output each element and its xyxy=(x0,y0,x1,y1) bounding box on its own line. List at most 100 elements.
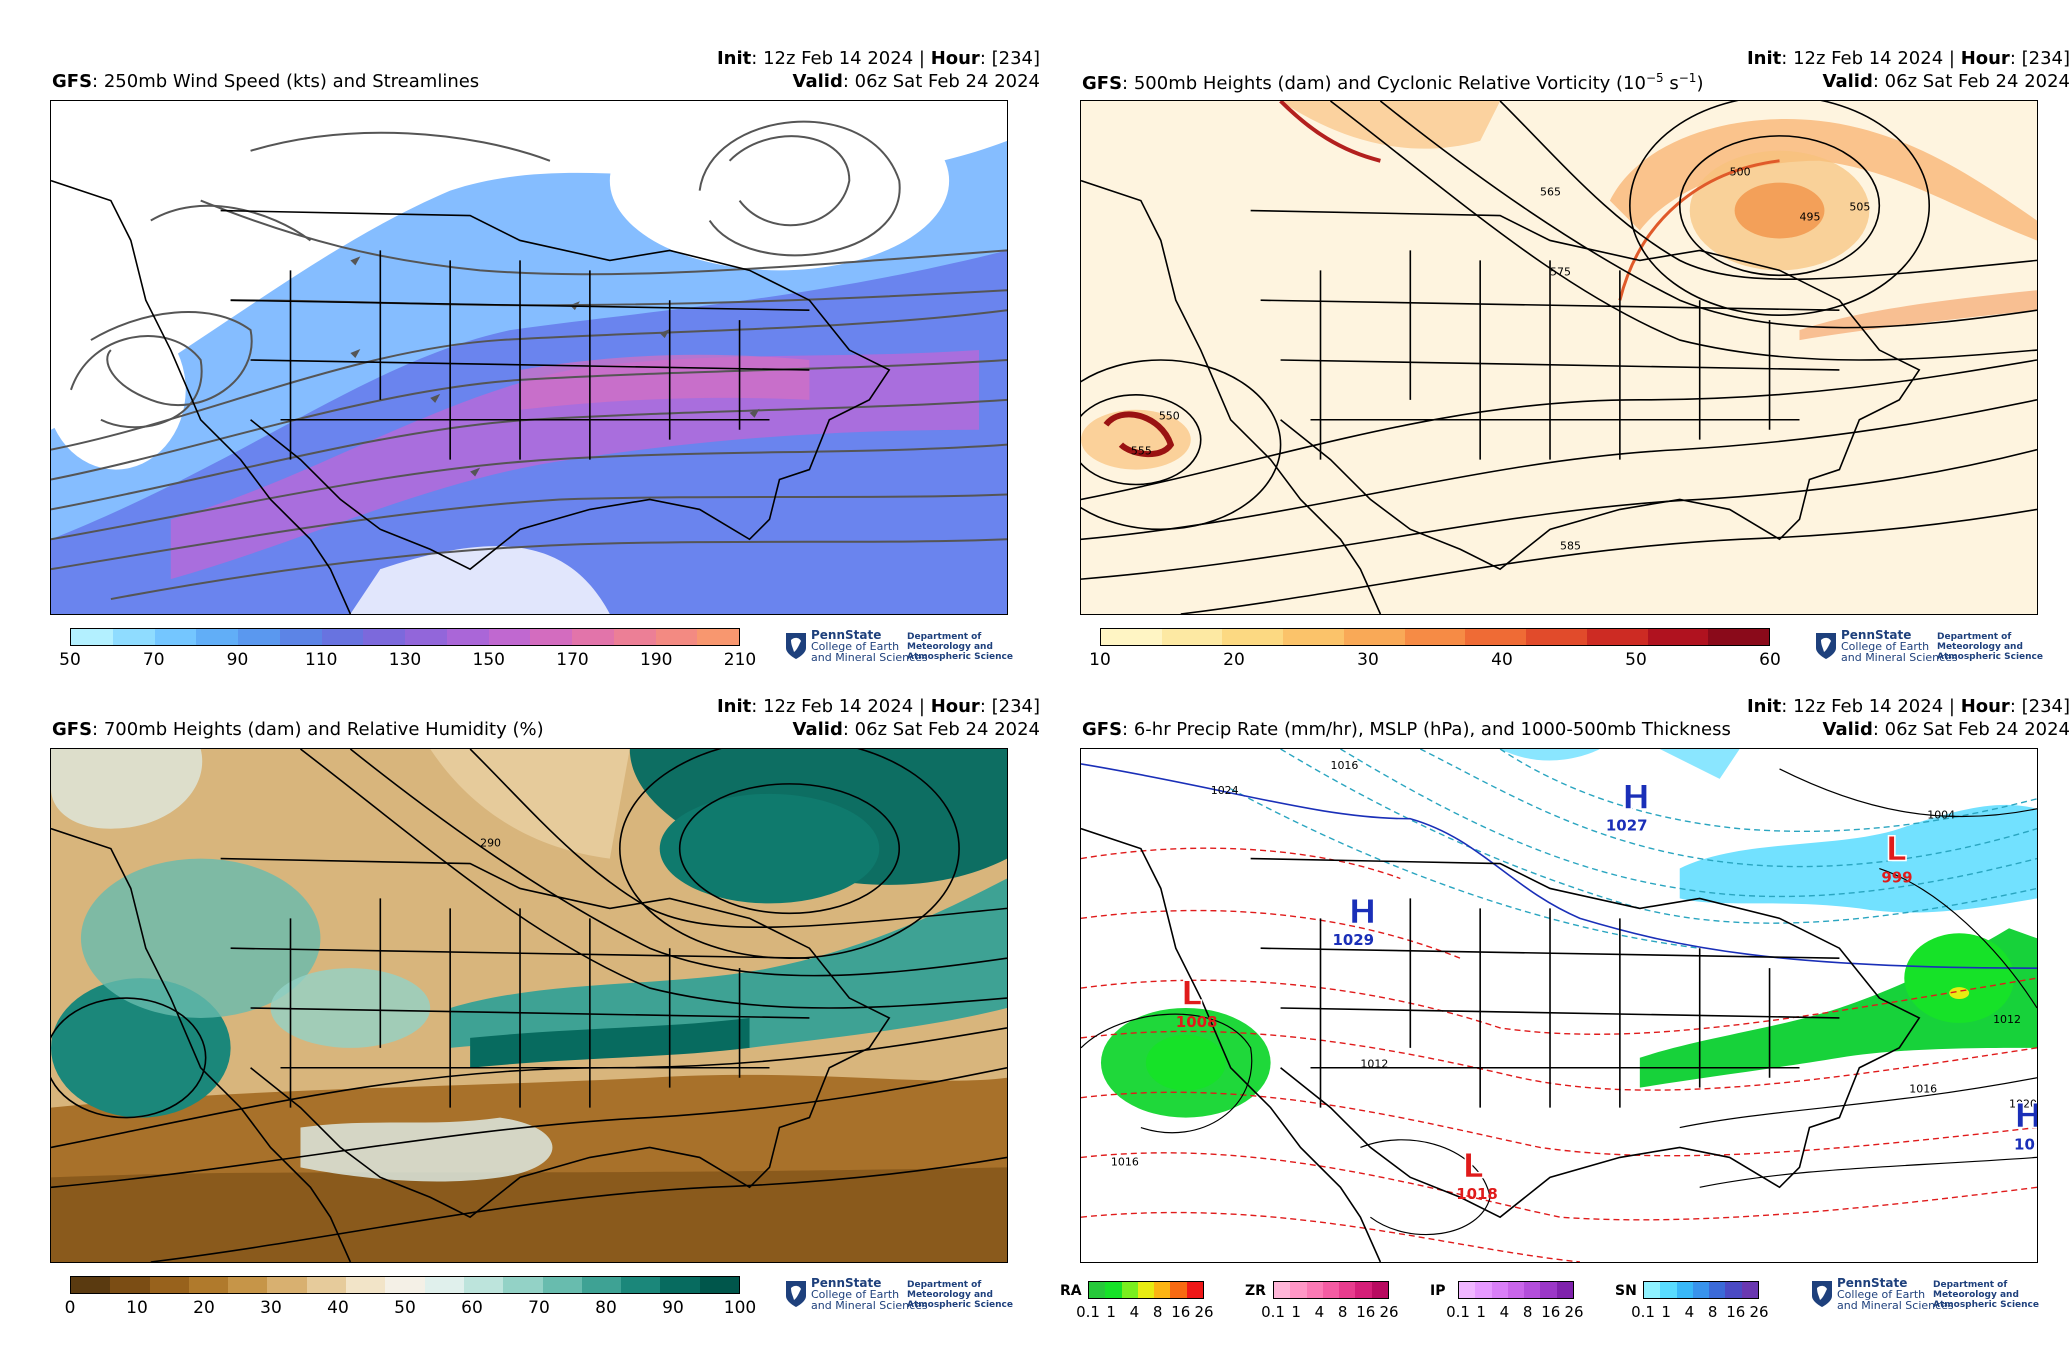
colorbar-segment xyxy=(110,1277,150,1293)
colorbar-segment xyxy=(655,629,698,645)
colorbar-tick-label: 30 xyxy=(1357,650,1379,670)
legend-segment xyxy=(1371,1282,1388,1298)
nittany-lion-shield-icon xyxy=(786,633,806,659)
colorbar-tick-label: 190 xyxy=(640,650,673,670)
wind-colorbar: 50 70 90 110 130 150 170 190 210 xyxy=(59,628,756,673)
colorbar-tick-label: 50 xyxy=(1625,650,1647,670)
colorbar-tick-label: 60 xyxy=(1759,650,1781,670)
colorbar-gradient xyxy=(70,628,740,646)
colorbar-ticks: 10 20 30 40 50 60 xyxy=(1089,650,1781,672)
colorbar-segment xyxy=(530,629,572,645)
svg-text:1018: 1018 xyxy=(1456,1185,1498,1203)
colorbar-segment xyxy=(1222,629,1284,645)
legend-tick-label: 16 xyxy=(1171,1303,1191,1321)
contour-label: 1016 xyxy=(1330,759,1358,772)
contour-label: 290 xyxy=(480,837,501,850)
contour-label: 555 xyxy=(1131,445,1152,458)
colorbar-tick-label: 210 xyxy=(723,650,757,670)
nittany-lion-shield-icon xyxy=(1816,633,1836,659)
legend-tick-label: 16 xyxy=(1356,1303,1376,1321)
colorbar-segment xyxy=(149,1277,189,1293)
colorbar-tick-label: 80 xyxy=(595,1298,617,1318)
legend-tick-label: 26 xyxy=(1749,1303,1769,1321)
legend-tick-label: 4 xyxy=(1499,1303,1510,1321)
colorbar-segment xyxy=(503,1277,543,1293)
pennstate-logo: PennState College of Earth and Mineral Sci… xyxy=(1811,1277,2041,1312)
panel-250mb-wind: Init: 12z Feb 14 2024 | Hour: [234] GFS:… xyxy=(40,40,1060,680)
colorbar-segment xyxy=(1161,629,1223,645)
legend-segment xyxy=(1741,1282,1758,1298)
colorbar-segment xyxy=(572,629,614,645)
colorbar-tick-label: 10 xyxy=(126,1298,148,1318)
colorbar-segment xyxy=(385,1277,425,1293)
legend-segment xyxy=(1339,1282,1356,1298)
legend-segment xyxy=(1322,1282,1340,1298)
colorbar-segment xyxy=(188,1277,229,1293)
vorticity-map: 555 550 585 500 495 505 565 575 xyxy=(1080,100,2038,615)
legend-segment xyxy=(1459,1282,1476,1298)
legend-tick-label: 0.1 xyxy=(1446,1303,1470,1321)
nittany-lion-shield-icon xyxy=(1812,1281,1832,1307)
legend-tick-label: 26 xyxy=(1379,1303,1399,1321)
legend-segment xyxy=(1692,1282,1710,1298)
colorbar-segment xyxy=(424,1277,464,1293)
legend-colorbar xyxy=(1458,1281,1574,1299)
init-line: Init: 12z Feb 14 2024 | Hour: [234] xyxy=(1746,48,2070,69)
colorbar-segment xyxy=(154,629,197,645)
legend-segment xyxy=(1089,1282,1106,1298)
high-pressure-center: H 10 xyxy=(2013,1096,2037,1154)
colorbar-tick-label: 30 xyxy=(260,1298,282,1318)
svg-text:999: 999 xyxy=(1881,868,1912,886)
contour-label: 1004 xyxy=(1927,809,1955,822)
legend-tick-label: 0.1 xyxy=(1631,1303,1655,1321)
legend-segment xyxy=(1121,1282,1138,1298)
colorbar-tick-label: 0 xyxy=(64,1298,76,1318)
colorbar-tick-label: 50 xyxy=(394,1298,416,1318)
legend-segment xyxy=(1725,1282,1742,1298)
legend-colorbar xyxy=(1273,1281,1389,1299)
valid-line: Valid: 06z Sat Feb 24 2024 xyxy=(792,71,1040,92)
legend-tick-label: 1 xyxy=(1476,1303,1486,1321)
legend-segment xyxy=(1154,1282,1171,1298)
legend-tick-label: 8 xyxy=(1337,1303,1348,1321)
vorticity-map-graphic: 555 550 585 500 495 505 565 575 xyxy=(1081,101,2037,614)
legend-tick-label: 1 xyxy=(1291,1303,1301,1321)
colorbar-segment xyxy=(463,1277,504,1293)
colorbar-tick-label: 70 xyxy=(528,1298,550,1318)
contour-label: 1024 xyxy=(1211,784,1239,797)
svg-text:H: H xyxy=(2014,1097,2037,1136)
humidity-map: 290 xyxy=(50,748,1008,1263)
colorbar-tick-label: 100 xyxy=(723,1298,757,1318)
colorbar-segment xyxy=(112,629,155,645)
legend-segment xyxy=(1709,1282,1726,1298)
legend-segment xyxy=(1507,1282,1525,1298)
colorbar-segment xyxy=(1647,629,1709,645)
legend-segment xyxy=(1137,1282,1155,1298)
legend-segment xyxy=(1170,1282,1187,1298)
contour-label: 500 xyxy=(1730,166,1751,179)
contour-label: 1016 xyxy=(1909,1083,1937,1096)
colorbar-segment xyxy=(228,1277,268,1293)
svg-text:L: L xyxy=(1462,1146,1484,1185)
svg-text:L: L xyxy=(1181,974,1203,1013)
colorbar-segment xyxy=(1708,629,1770,645)
legend-tick-label: 1 xyxy=(1661,1303,1671,1321)
colorbar-segment xyxy=(405,629,447,645)
colorbar-segment xyxy=(363,629,405,645)
panel-700mb-rh: Init: 12z Feb 14 2024 | Hour: [234] GFS:… xyxy=(40,688,1060,1328)
nittany-lion-shield-icon xyxy=(786,1281,806,1307)
colorbar-ticks: 50 70 90 110 130 150 170 190 210 xyxy=(59,650,756,672)
contour-label: 575 xyxy=(1550,265,1571,278)
colorbar-tick-label: 170 xyxy=(556,650,589,670)
init-line: Init: 12z Feb 14 2024 | Hour: [234] xyxy=(716,696,1040,717)
colorbar-segment xyxy=(71,629,113,645)
colorbar-tick-label: 20 xyxy=(1223,650,1245,670)
svg-text:H: H xyxy=(1622,778,1650,817)
colorbar-segment xyxy=(346,1277,386,1293)
colorbar-segment xyxy=(488,629,531,645)
colorbar-segment xyxy=(699,1277,740,1293)
legend-tick-label: 4 xyxy=(1129,1303,1140,1321)
legend-segment xyxy=(1540,1282,1557,1298)
svg-text:1027: 1027 xyxy=(1606,817,1648,835)
legend-segment xyxy=(1660,1282,1677,1298)
